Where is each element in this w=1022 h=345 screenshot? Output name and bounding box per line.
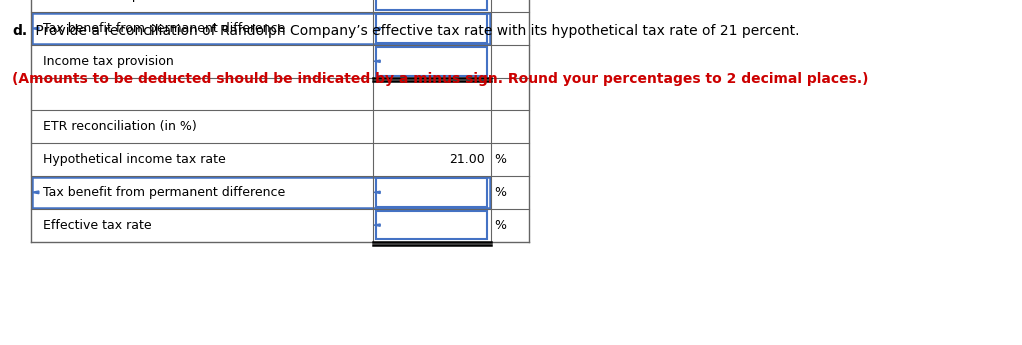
Text: Provide a reconciliation of Randolph Company’s effective tax rate with its hypot: Provide a reconciliation of Randolph Com… [31, 24, 799, 38]
Polygon shape [374, 224, 380, 226]
Polygon shape [374, 191, 380, 194]
Text: d.: d. [12, 24, 28, 38]
FancyBboxPatch shape [376, 178, 487, 207]
Polygon shape [374, 60, 380, 62]
Text: Income tax expense at 21%: Income tax expense at 21% [43, 0, 218, 2]
Text: Tax benefit from permanent difference: Tax benefit from permanent difference [43, 22, 285, 35]
FancyBboxPatch shape [376, 14, 487, 43]
Text: Income tax provision: Income tax provision [43, 55, 174, 68]
FancyBboxPatch shape [376, 0, 487, 10]
Polygon shape [32, 191, 39, 194]
Text: Effective tax rate: Effective tax rate [43, 219, 151, 231]
Text: %: % [495, 186, 507, 199]
Text: %: % [495, 219, 507, 231]
FancyBboxPatch shape [376, 47, 487, 76]
Text: Hypothetical income tax rate: Hypothetical income tax rate [43, 153, 226, 166]
Text: ETR reconciliation (in %): ETR reconciliation (in %) [43, 120, 196, 133]
Polygon shape [32, 27, 39, 30]
FancyBboxPatch shape [376, 211, 487, 239]
Text: 21.00: 21.00 [449, 153, 484, 166]
Text: (Amounts to be deducted should be indicated by a minus sign. Round your percenta: (Amounts to be deducted should be indica… [12, 72, 869, 87]
Text: Tax benefit from permanent difference: Tax benefit from permanent difference [43, 186, 285, 199]
Polygon shape [374, 27, 380, 30]
Text: %: % [495, 153, 507, 166]
